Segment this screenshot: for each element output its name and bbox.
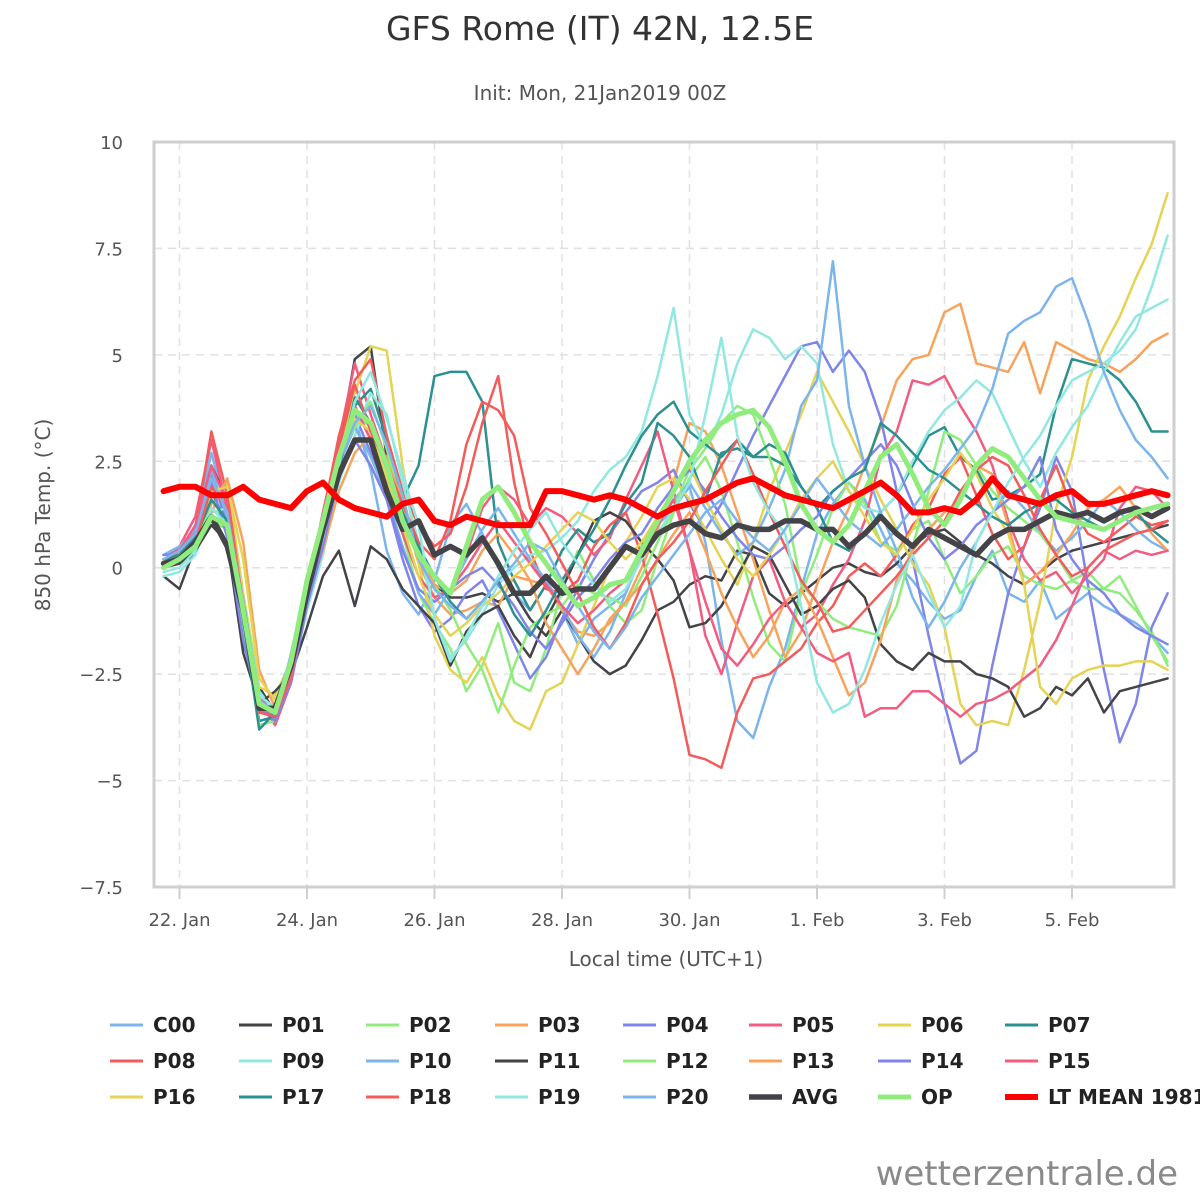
legend-label: P13 [792,1049,835,1073]
x-axis-title: Local time (UTC+1) [569,947,763,971]
legend-label: P04 [666,1013,709,1037]
series-line-p14 [162,438,1169,723]
legend-item-p02[interactable]: P02 [366,1013,452,1037]
legend-label: AVG [792,1085,838,1109]
legend-label: P19 [538,1085,581,1109]
legend-label: LT MEAN 1981-2010 [1048,1085,1200,1109]
legend-item-lt[interactable]: LT MEAN 1981-2010 [1005,1085,1200,1109]
legend-item-p10[interactable]: P10 [366,1049,452,1073]
legend-item-p15[interactable]: P15 [1005,1049,1091,1073]
legend-label: P14 [921,1049,964,1073]
legend-label: P10 [409,1049,452,1073]
x-tick-label: 22. Jan [148,910,210,931]
x-tick-label: 1. Feb [790,910,845,931]
legend-label: P15 [1048,1049,1091,1073]
series-line-p11 [162,511,1169,718]
legend-label: C00 [153,1013,196,1037]
x-axis-ticks: 22. Jan 24. Jan 26. Jan 28. Jan 30. Jan 1. Fe… [148,887,1099,931]
legend-label: P17 [282,1085,325,1109]
y-tick-label: 7.5 [94,239,123,260]
legend-label: P18 [409,1085,452,1109]
series-line-avg [160,437,1171,711]
y-tick-label: −5 [96,772,123,793]
legend-label: P16 [153,1085,196,1109]
series-line-lt [160,475,1171,529]
legend-item-p20[interactable]: P20 [623,1085,709,1109]
legend-label: P09 [282,1049,325,1073]
legend-item-p07[interactable]: P07 [1005,1013,1091,1037]
watermark: wetterzentrale.de [875,1154,1178,1194]
series-line-p08 [162,357,1169,770]
legend-item-p11[interactable]: P11 [495,1049,581,1073]
legend-label: P20 [666,1085,709,1109]
legend-label: P02 [409,1013,452,1037]
legend-item-p09[interactable]: P09 [239,1049,325,1073]
legend-label: P05 [792,1013,835,1037]
y-tick-label: 5 [112,346,123,367]
x-tick-label: 3. Feb [917,910,972,931]
y-tick-label: 2.5 [94,452,123,473]
legend-label: P03 [538,1013,581,1037]
y-tick-label: 0 [112,559,123,580]
legend-item-op[interactable]: OP [878,1085,953,1109]
x-tick-label: 30. Jan [658,910,720,931]
series-lines [160,191,1171,770]
grid [154,142,1174,887]
legend-label: P01 [282,1013,325,1037]
legend-item-c00[interactable]: C00 [110,1013,196,1037]
x-tick-label: 5. Feb [1045,910,1100,931]
y-axis-ticks: 10 7.5 5 2.5 0 −2.5 −5 −7.5 [79,133,123,899]
legend-label: P11 [538,1049,581,1073]
legend-item-p13[interactable]: P13 [749,1049,835,1073]
series-line-p19 [162,234,1169,714]
y-axis-title: 850 hPa Temp. (°C) [31,419,55,612]
y-tick-label: −7.5 [79,878,123,899]
legend[interactable]: C00 P01 P02 P03 P04 P05 P06 P07 P08 P09 P10 P11 P12 P… [110,1013,1200,1109]
legend-item-p17[interactable]: P17 [239,1085,325,1109]
chart-title: GFS Rome (IT) 42N, 12.5E [386,9,814,48]
x-tick-label: 24. Jan [276,910,338,931]
legend-label: P08 [153,1049,196,1073]
legend-item-p19[interactable]: P19 [495,1085,581,1109]
legend-item-p03[interactable]: P03 [495,1013,581,1037]
legend-item-p18[interactable]: P18 [366,1085,452,1109]
legend-item-avg[interactable]: AVG [749,1085,838,1109]
legend-item-p16[interactable]: P16 [110,1085,196,1109]
plot-frame [152,140,1176,889]
legend-label: P06 [921,1013,964,1037]
chart-subtitle: Init: Mon, 21Jan2019 00Z [474,81,727,105]
legend-item-p12[interactable]: P12 [623,1049,709,1073]
x-tick-label: 26. Jan [403,910,465,931]
legend-item-p04[interactable]: P04 [623,1013,709,1037]
legend-label: OP [921,1085,953,1109]
legend-item-p06[interactable]: P06 [878,1013,964,1037]
y-tick-label: 10 [100,133,123,154]
legend-label: P07 [1048,1013,1091,1037]
legend-item-p05[interactable]: P05 [749,1013,835,1037]
legend-item-p14[interactable]: P14 [878,1049,964,1073]
legend-label: P12 [666,1049,709,1073]
y-tick-label: −2.5 [79,665,123,686]
x-tick-label: 28. Jan [531,910,593,931]
legend-item-p01[interactable]: P01 [239,1013,325,1037]
legend-item-p08[interactable]: P08 [110,1049,196,1073]
